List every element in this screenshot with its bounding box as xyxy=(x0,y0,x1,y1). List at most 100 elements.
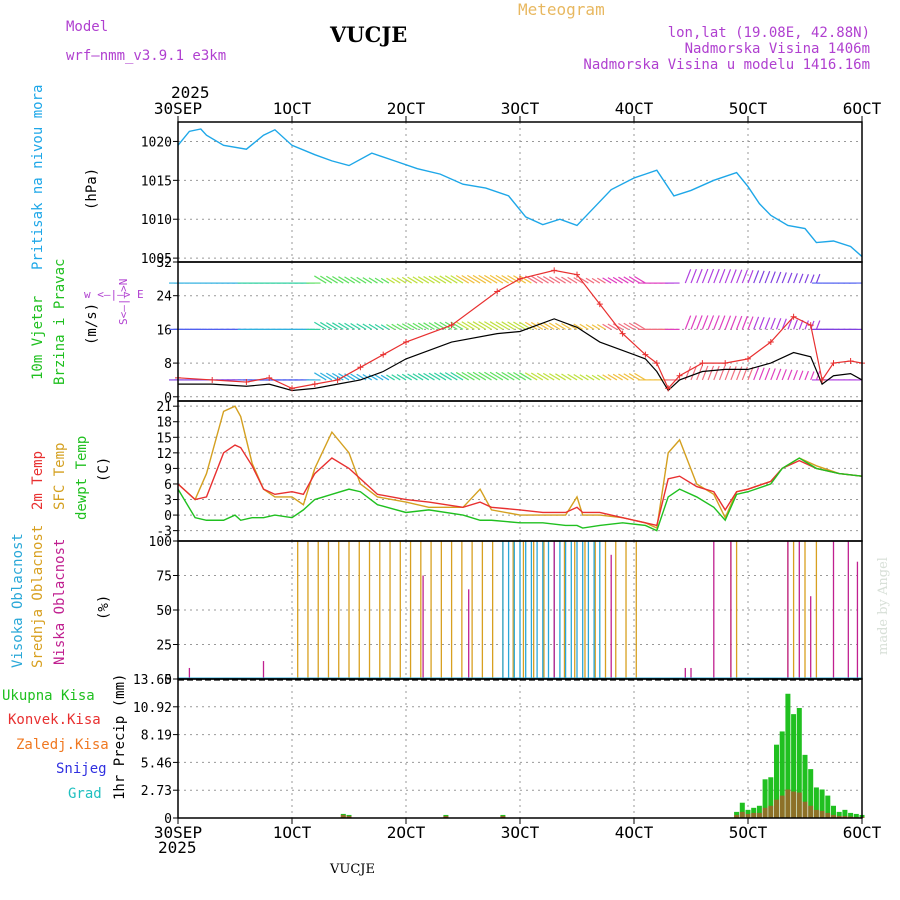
wind-barb xyxy=(793,369,798,381)
wind-barb xyxy=(391,277,401,284)
wind-gust-marker xyxy=(494,288,501,295)
wind-barb xyxy=(634,275,646,284)
wind-barb xyxy=(718,315,726,330)
wind-barb xyxy=(713,365,720,381)
wind-gust-marker xyxy=(596,301,603,308)
wind-barb xyxy=(489,321,504,330)
wind-barb xyxy=(736,366,743,381)
wind-barb xyxy=(320,275,333,284)
precip-total-bar xyxy=(739,802,745,818)
precip-conv-bar xyxy=(745,813,751,818)
precip-conv-bar xyxy=(796,792,802,818)
temp-ytick-label: 0 xyxy=(164,509,172,524)
wind-barb xyxy=(519,275,532,284)
wind-speed-line xyxy=(178,318,863,392)
product-title: Meteogram xyxy=(518,0,605,19)
wind-barb xyxy=(623,322,635,330)
wind-barb xyxy=(407,276,418,284)
precip-total-bar xyxy=(813,787,819,818)
wind-barb xyxy=(730,315,737,330)
wind-barb xyxy=(555,276,566,284)
wind-barb xyxy=(607,277,618,284)
wind-barb xyxy=(770,271,776,284)
wind-barb xyxy=(561,373,572,381)
temp-ytick-label: -3 xyxy=(156,525,172,540)
wind-barb xyxy=(467,274,481,284)
wind-gust-marker xyxy=(243,379,250,386)
wind-barb xyxy=(507,371,521,381)
legend-frozen: Zaledj.Kisa xyxy=(16,737,109,753)
wind-barb xyxy=(326,372,338,381)
wind-barb xyxy=(428,322,441,330)
temp-ytick-label: 3 xyxy=(164,494,172,509)
wind-barb xyxy=(607,323,618,330)
wind-barb xyxy=(753,316,760,330)
precip-conv-bar xyxy=(785,789,791,818)
wind-barb xyxy=(602,374,612,381)
precip-frame xyxy=(177,678,863,819)
wind-barb xyxy=(810,274,815,284)
precip-conv-bar xyxy=(779,795,785,818)
wind-barb xyxy=(467,371,481,381)
wind-barb xyxy=(764,367,771,381)
wind-barb xyxy=(602,277,612,284)
pressure-frame xyxy=(177,121,863,263)
precip-ytick-label: 5.46 xyxy=(141,756,172,771)
pressure-ytick-label: 1010 xyxy=(141,213,172,228)
wind-barb xyxy=(391,323,401,330)
wind-barb xyxy=(472,371,487,381)
wind-barb xyxy=(401,276,413,284)
coords-label: lon,lat (19.08E, 42.88N) xyxy=(667,25,870,41)
wind-barb xyxy=(507,321,521,330)
wind-barb xyxy=(434,275,447,284)
wind-barb xyxy=(634,372,646,381)
wind-barb xyxy=(573,323,584,330)
wind-barb xyxy=(753,367,760,381)
wind-barb xyxy=(461,274,475,284)
wind-barb xyxy=(444,275,458,284)
wind-barb xyxy=(472,321,487,330)
wind-barb xyxy=(607,373,618,381)
precip-total-bar xyxy=(756,805,762,818)
wind-barb xyxy=(478,371,492,381)
wind-barb xyxy=(623,373,635,381)
wind-barb xyxy=(690,315,697,330)
wind-barb xyxy=(549,373,561,381)
wind-barb xyxy=(507,275,521,284)
precip-total-bar xyxy=(785,693,791,818)
precip-conv-bar xyxy=(791,791,797,818)
wind-barb xyxy=(417,322,430,330)
precip-conv-bar xyxy=(831,814,836,818)
wind-barb xyxy=(338,322,350,330)
wind-barb xyxy=(519,372,532,381)
wind-barb xyxy=(524,321,538,330)
temp-ytick-label: 12 xyxy=(156,447,172,462)
precip-conv-bar xyxy=(739,811,745,818)
wind-barb xyxy=(439,372,452,381)
legend-snow: Snijeg xyxy=(56,761,107,777)
pressure-ytick-label: 1005 xyxy=(141,252,172,267)
precip-ytick-label: 13.65 xyxy=(133,673,172,688)
wind-barb xyxy=(753,270,760,284)
wind-barb xyxy=(484,274,498,284)
wind-barb xyxy=(536,372,549,381)
wind-gust-marker xyxy=(334,376,341,383)
wind-gust-marker xyxy=(380,351,387,358)
wind-barb xyxy=(690,365,697,381)
wind-barb xyxy=(701,268,709,284)
wind-barb xyxy=(713,268,720,284)
wind-barb xyxy=(467,321,481,330)
wind-barb xyxy=(810,371,815,381)
wind-barb xyxy=(701,315,709,330)
wind-barb xyxy=(628,373,641,381)
wind-barb xyxy=(579,323,589,330)
precip-conv-bar xyxy=(842,815,848,818)
wind-barb xyxy=(407,322,418,330)
wind-barb xyxy=(623,276,635,284)
wind-barb xyxy=(362,323,373,330)
wind-gust-marker xyxy=(847,357,854,364)
wind-barb xyxy=(764,317,771,330)
precip-total-bar xyxy=(762,779,768,818)
wind-gust-marker xyxy=(289,385,295,392)
wind-barb xyxy=(374,277,384,284)
